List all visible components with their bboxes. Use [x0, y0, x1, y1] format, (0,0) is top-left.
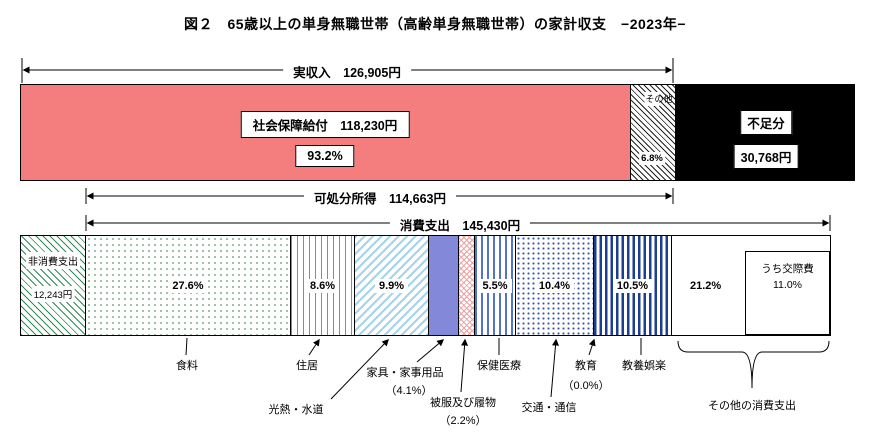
segment-clothing	[459, 236, 475, 335]
recreation-pct: 10.5%	[612, 278, 653, 293]
social-expenses-label: うち交際費	[761, 263, 814, 275]
furniture-pct-note: （4.1%）	[385, 385, 433, 397]
segment-other-consumption: 21.2% うち交際費 11.0%	[672, 236, 830, 335]
clothing-label: 被服及び履物	[430, 397, 496, 409]
transport-pct: 10.4%	[534, 278, 575, 293]
social-security-label: 社会保障給付 118,230円	[240, 111, 410, 138]
health-label: 保健医療	[477, 360, 521, 372]
deficit-label: 不足分	[740, 110, 792, 135]
food-pct: 27.6%	[168, 278, 208, 293]
education-pct-note: （0.0%）	[562, 380, 610, 392]
segment-food: 27.6%	[86, 236, 291, 335]
segment-health: 5.5%	[475, 236, 516, 335]
housing-label: 住居	[296, 360, 318, 372]
other-income-pct: 6.8%	[639, 152, 665, 165]
recreation-label: 教養娯楽	[622, 360, 666, 372]
food-label: 食料	[176, 360, 198, 372]
segment-furniture	[429, 236, 459, 335]
consumption-label: 消費支出 145,430円	[389, 215, 531, 234]
education-label: 教育	[575, 360, 597, 372]
segment-utilities: 9.9%	[355, 236, 429, 335]
segment-non-consumption: 非消費支出 12,243円	[21, 236, 86, 335]
other-consumption-brace	[677, 340, 830, 389]
housing-pct: 8.6%	[305, 278, 340, 293]
social-expenses-box: うち交際費 11.0%	[745, 251, 830, 335]
segment-transport: 10.4%	[516, 236, 594, 335]
other-consumption-pct: 21.2%	[686, 278, 726, 293]
social-security-pct: 93.2%	[295, 145, 355, 167]
segment-housing: 8.6%	[291, 236, 355, 335]
furniture-label: 家具・家事用品	[366, 367, 444, 379]
non-consumption-label: 非消費支出	[26, 252, 80, 269]
health-pct: 5.5%	[478, 278, 512, 293]
real-income-label: 実収入 126,905円	[283, 62, 411, 81]
transport-label: 交通・通信	[521, 402, 577, 414]
chart-title: 図２ 65歳以上の単身無職世帯（高齢単身無職世帯）の家計収支 −2023年−	[183, 16, 687, 32]
clothing-pct-note: （2.2%）	[439, 415, 487, 427]
expenditure-bar: 非消費支出 12,243円 27.6% 8.6% 9.9% 5.5% 10.4%…	[20, 235, 831, 336]
utilities-pct: 9.9%	[374, 278, 409, 293]
other-income-label: その他	[644, 92, 673, 107]
income-bar	[20, 84, 855, 181]
disposable-income-label: 可処分所得 114,663円	[304, 188, 456, 207]
deficit-value: 30,768円	[733, 144, 799, 169]
social-expenses-pct: 11.0%	[773, 279, 802, 291]
utilities-label: 光熱・水道	[268, 404, 324, 416]
segment-recreation: 10.5%	[594, 236, 672, 335]
other-consumption-label: その他の消費支出	[708, 400, 796, 412]
non-consumption-value: 12,243円	[31, 286, 75, 302]
